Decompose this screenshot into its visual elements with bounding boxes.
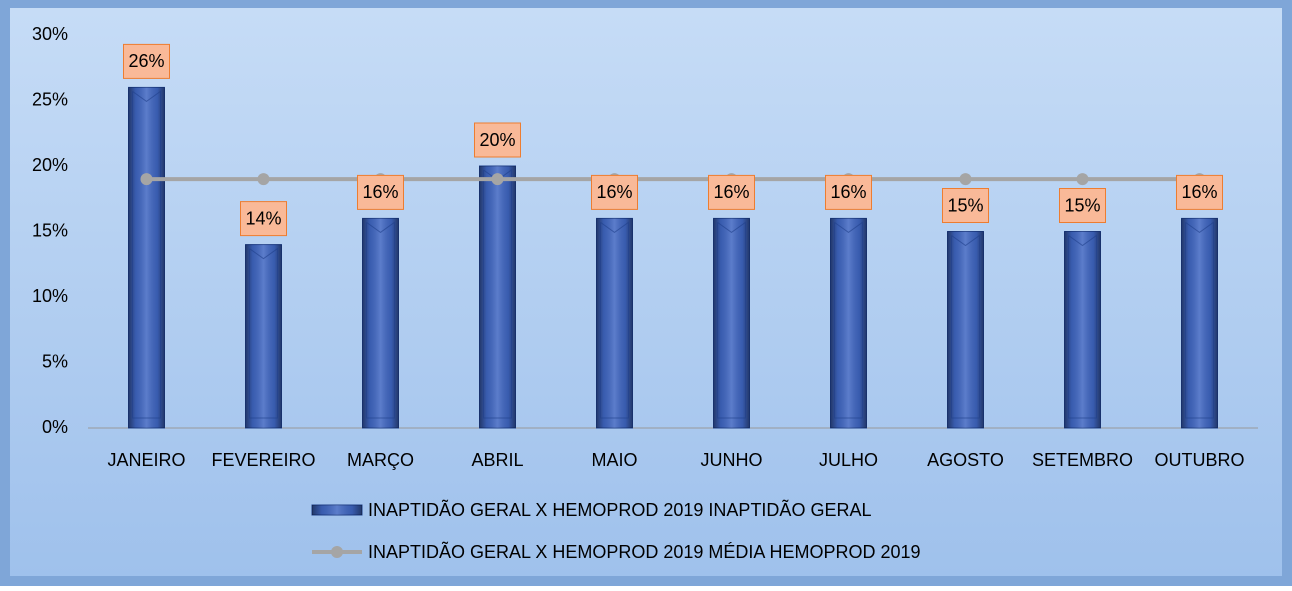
y-tick-label: 20% (32, 155, 68, 175)
legend-label: INAPTIDÃO GERAL X HEMOPROD 2019 INAPTIDÃ… (368, 499, 871, 520)
bar-bevel (132, 90, 161, 419)
y-tick-label: 0% (42, 417, 68, 437)
bar-bevel (951, 234, 980, 419)
data-label: 15% (1064, 195, 1100, 215)
data-label-box (1176, 174, 1223, 210)
line-marker (959, 173, 972, 186)
line-marker (257, 173, 270, 186)
x-tick-label: SETEMBRO (1032, 450, 1133, 470)
data-label: 14% (245, 208, 281, 228)
bar-shade (479, 166, 516, 428)
line-marker (1076, 173, 1089, 186)
x-tick-label: MARÇO (347, 450, 414, 470)
data-label: 26% (128, 51, 164, 71)
bar-bevel (1068, 234, 1097, 419)
data-label: 16% (362, 182, 398, 202)
bar-bevel (249, 247, 278, 419)
y-tick-label: 30% (32, 24, 68, 44)
line-marker (491, 173, 504, 186)
data-label-box (357, 174, 404, 210)
data-label-box (942, 188, 989, 223)
data-label-box (474, 122, 521, 158)
data-label-box (708, 174, 755, 210)
legend-marker (331, 546, 343, 558)
bar-bevel (834, 221, 863, 419)
legend-label: INAPTIDÃO GERAL X HEMOPROD 2019 MÉDIA HE… (368, 541, 921, 562)
bar-bevel (366, 221, 395, 419)
bar-shade (1181, 218, 1218, 428)
y-tick-label: 5% (42, 351, 68, 371)
line-marker (140, 173, 153, 186)
data-label: 16% (1181, 182, 1217, 202)
legend-swatch-shade (312, 505, 362, 515)
data-label: 16% (596, 182, 632, 202)
bar-shade (596, 218, 633, 428)
y-tick-label: 15% (32, 220, 68, 240)
data-label: 15% (947, 195, 983, 215)
x-tick-label: JANEIRO (107, 450, 185, 470)
data-label-box (240, 201, 287, 237)
bar-shade (830, 218, 867, 428)
x-tick-label: MAIO (591, 450, 637, 470)
data-label: 20% (479, 130, 515, 150)
bar-bevel (1185, 221, 1214, 419)
bar-shade (947, 231, 984, 428)
bar-shade (128, 87, 165, 429)
bar-shade (362, 218, 399, 428)
data-label-box (1059, 188, 1106, 223)
data-label: 16% (713, 182, 749, 202)
x-tick-label: FEVEREIRO (211, 450, 315, 470)
data-label-box (591, 174, 638, 210)
data-label-box (825, 174, 872, 210)
data-label-box (123, 43, 170, 79)
bar-bevel (600, 221, 629, 419)
x-tick-label: OUTUBRO (1155, 450, 1245, 470)
bar-shade (1064, 231, 1101, 428)
x-tick-label: AGOSTO (927, 450, 1004, 470)
data-label: 16% (830, 182, 866, 202)
y-tick-label: 10% (32, 286, 68, 306)
x-tick-label: JUNHO (701, 450, 763, 470)
x-tick-label: JULHO (819, 450, 878, 470)
bar-bevel (717, 221, 746, 419)
bar-shade (713, 218, 750, 428)
x-tick-label: ABRIL (471, 450, 523, 470)
bar-shade (245, 244, 282, 428)
y-tick-label: 25% (32, 89, 68, 109)
